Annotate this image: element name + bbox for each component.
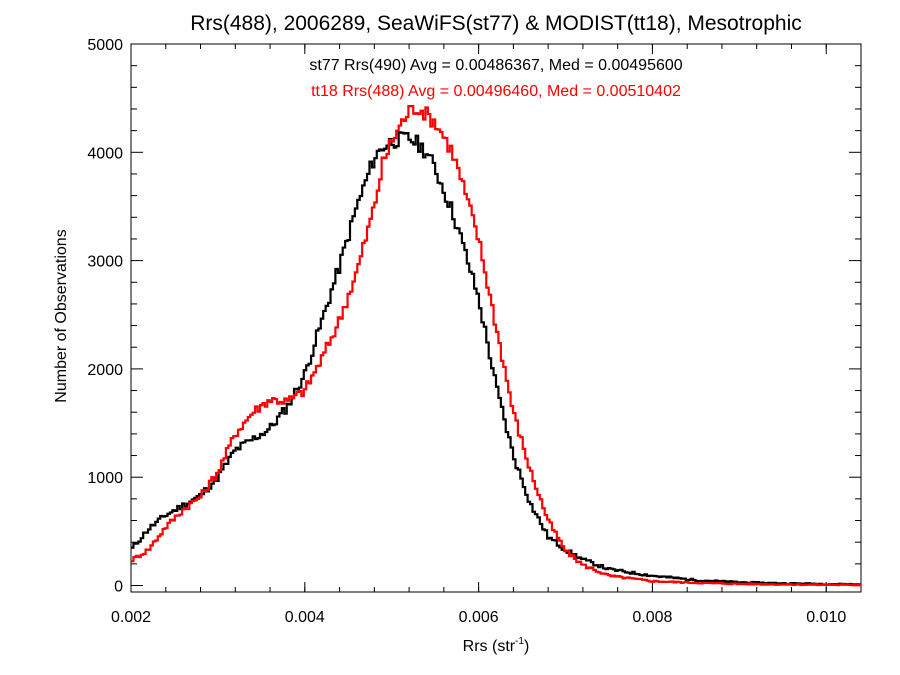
y-tick-label: 4000	[87, 145, 123, 162]
x-axis-label-base: Rrs (str	[463, 638, 516, 655]
plot-border	[130, 43, 862, 593]
annotation-tt18: tt18 Rrs(488) Avg = 0.00496460, Med = 0.…	[311, 83, 681, 100]
y-axis-ticks: 0 1000 2000 3000 4000 5000	[87, 37, 861, 596]
series-st77-line	[131, 131, 861, 586]
x-axis-label-close: )	[524, 638, 529, 655]
y-tick-label: 3000	[87, 254, 123, 271]
x-tick-label: 0.004	[285, 609, 325, 626]
y-tick-label: 5000	[87, 37, 123, 54]
annotation-st77: st77 Rrs(490) Avg = 0.00486367, Med = 0.…	[309, 57, 682, 74]
y-axis-label: Number of Observations	[53, 229, 70, 402]
x-tick-label: 0.006	[459, 609, 499, 626]
y-tick-label: 0	[114, 579, 123, 596]
x-tick-label: 0.010	[806, 609, 846, 626]
x-tick-label: 0.008	[632, 609, 672, 626]
chart-title: Rrs(488), 2006289, SeaWiFS(st77) & MODIS…	[190, 12, 802, 35]
x-tick-label: 0.002	[111, 609, 151, 626]
y-tick-label: 1000	[87, 470, 123, 487]
series-layer	[131, 104, 861, 587]
series-tt18-line	[131, 104, 861, 587]
x-axis-label: Rrs (str-1)	[463, 636, 530, 655]
x-axis-ticks: 0.002 0.004 0.006 0.008 0.010	[111, 44, 862, 626]
x-axis-label-superscript: -1	[515, 636, 524, 647]
y-tick-label: 2000	[87, 362, 123, 379]
plot-frame	[130, 43, 862, 593]
